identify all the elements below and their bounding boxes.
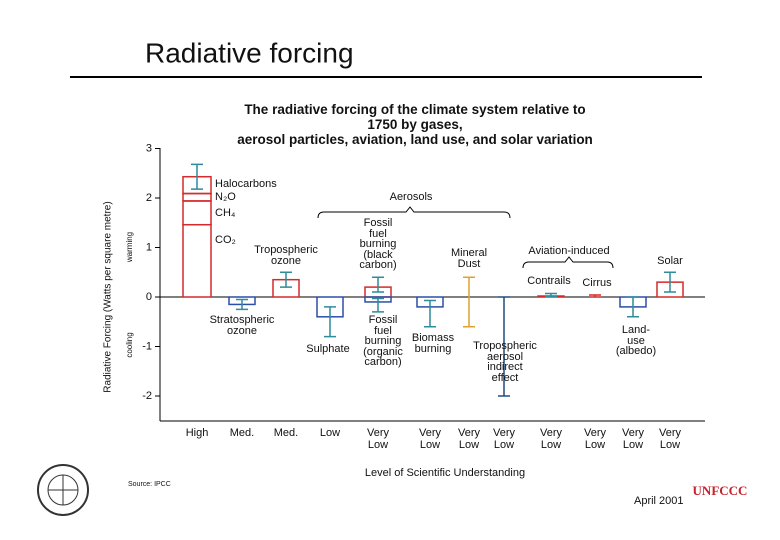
- bar-segment: [182, 192, 212, 202]
- x-tick-label: Very Low: [621, 427, 644, 451]
- date: April 2001: [634, 495, 684, 507]
- slide-title: Radiative forcing: [145, 37, 354, 68]
- source: Source: IPCC: [128, 481, 171, 488]
- x-tick-label: Very Low: [492, 427, 515, 451]
- bar-label: Tropospheric ozone: [254, 244, 318, 267]
- segment-label: CH₄: [215, 207, 236, 219]
- bar-label: Mineral Dust: [450, 247, 488, 270]
- bar-label: Fossil fuel burning (organic carbon): [363, 314, 403, 368]
- chart-title: The radiative forcing of the climate sys…: [237, 102, 593, 147]
- y-axis-label: Radiative Forcing (Watts per square metr…: [103, 201, 114, 392]
- bar-label: Sulphate: [306, 343, 350, 355]
- error-bar: [463, 276, 475, 328]
- aviation-bracket: [522, 256, 614, 269]
- y-tick-label: 0: [146, 291, 152, 303]
- y-tick-label: -2: [142, 390, 152, 402]
- bar-label: Contrails: [527, 275, 571, 287]
- error-bar: [589, 294, 601, 298]
- x-tick-label: Low: [319, 427, 341, 439]
- x-tick-label: Very Low: [658, 427, 681, 451]
- x-axis-label: Level of Scientific Understanding: [365, 467, 525, 479]
- bar-label: Cirrus: [582, 277, 612, 289]
- x-tick-label: Very Low: [366, 427, 389, 451]
- error-bar: [372, 297, 384, 313]
- error-bar: [424, 299, 436, 328]
- bar-label: Biomass burning: [411, 332, 455, 355]
- error-bar: [236, 298, 248, 311]
- error-bar: [545, 292, 557, 298]
- error-bar: [498, 296, 510, 397]
- bar-label: Stratospheric ozone: [209, 314, 275, 337]
- segment-label: CO₂: [215, 234, 236, 246]
- error-bar: [191, 163, 203, 190]
- y-tick-label: 3: [146, 142, 152, 154]
- aerosols-bracket: [317, 206, 511, 219]
- bar-label: Tropospheric aerosol indirect effect: [473, 340, 537, 384]
- segment-label: Halocarbons: [215, 178, 277, 190]
- x-tick-label: Very Low: [539, 427, 562, 451]
- segment-label: N₂O: [215, 191, 236, 203]
- warming-label: warming: [125, 232, 134, 263]
- error-bar: [627, 296, 639, 318]
- x-tick-label: Very Low: [457, 427, 480, 451]
- y-tick-label: 1: [146, 241, 152, 253]
- x-tick-label: High: [185, 427, 209, 439]
- y-tick-label: -1: [142, 340, 152, 352]
- x-tick-label: Very Low: [418, 427, 441, 451]
- logo: UNFCCC: [693, 483, 748, 498]
- bar-label: Solar: [657, 255, 683, 267]
- x-tick-label: Med.: [229, 427, 255, 439]
- bracket-label: Aerosols: [389, 191, 433, 203]
- bar-label: Fossil fuel burning (black carbon): [359, 217, 397, 271]
- y-tick-label: 2: [146, 192, 152, 204]
- x-tick-label: Med.: [273, 427, 299, 439]
- x-tick-label: Very Low: [583, 427, 606, 451]
- bracket-label: Aviation-induced: [528, 245, 610, 257]
- un-emblem: [37, 464, 89, 516]
- bar-segment: [182, 223, 212, 298]
- error-bar: [664, 271, 676, 293]
- error-bar: [324, 306, 336, 338]
- bar-label: Land- use (albedo): [615, 324, 657, 357]
- error-bar: [280, 271, 292, 288]
- error-bar: [372, 276, 384, 293]
- cooling-label: cooling: [125, 332, 134, 357]
- bar-segment: [182, 200, 212, 226]
